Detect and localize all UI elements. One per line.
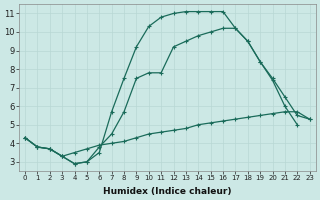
X-axis label: Humidex (Indice chaleur): Humidex (Indice chaleur) [103,187,232,196]
